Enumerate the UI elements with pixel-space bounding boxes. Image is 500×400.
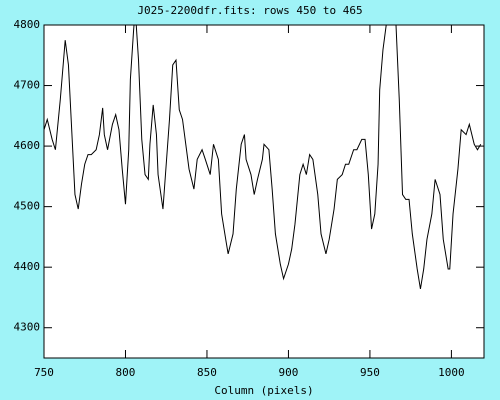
plot-area xyxy=(44,25,484,358)
x-tick-label: 800 xyxy=(116,366,136,379)
x-tick-label: 1000 xyxy=(438,366,465,379)
y-tick-label: 4800 xyxy=(14,18,41,31)
plot-frame xyxy=(43,24,485,359)
chart-title: J025-2200dfr.fits: rows 450 to 465 xyxy=(137,4,362,17)
y-tick-label: 4300 xyxy=(14,321,41,334)
x-tick-label: 750 xyxy=(34,366,54,379)
y-tick-label: 4400 xyxy=(14,260,41,273)
y-tick-label: 4700 xyxy=(14,79,41,92)
x-tick-label: 950 xyxy=(360,366,380,379)
y-tick-label: 4500 xyxy=(14,200,41,213)
x-tick-label: 900 xyxy=(279,366,299,379)
plot-clip xyxy=(44,25,482,290)
data-line xyxy=(44,25,482,290)
x-tick-label: 850 xyxy=(197,366,217,379)
y-tick-label: 4600 xyxy=(14,139,41,152)
x-axis-label: Column (pixels) xyxy=(214,384,313,397)
